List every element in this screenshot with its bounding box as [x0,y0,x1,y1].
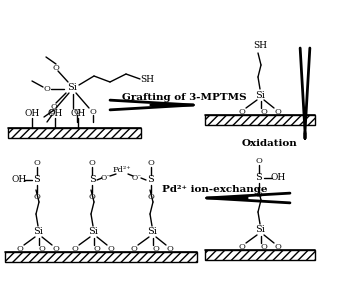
Text: O: O [108,245,115,253]
Text: O: O [153,245,159,253]
Text: O: O [52,64,59,72]
Text: OH: OH [47,109,63,117]
Text: O: O [256,191,262,199]
Text: O: O [261,243,268,251]
Text: S: S [147,176,154,184]
Text: O: O [167,245,174,253]
Text: O: O [16,245,23,253]
Text: Si: Si [67,83,77,93]
Text: Pd²⁺ ion-exchange: Pd²⁺ ion-exchange [162,186,268,194]
Text: O: O [50,103,57,111]
Text: O: O [239,243,246,251]
Text: O: O [274,243,282,251]
Text: O: O [44,85,50,93]
Text: O: O [274,108,282,116]
Text: O: O [38,245,45,253]
Text: OH: OH [24,109,40,117]
Text: O: O [256,157,262,165]
Bar [8,128,141,138]
Text: O: O [147,193,154,201]
Text: O: O [90,108,96,116]
Text: O: O [73,108,81,116]
Text: Si: Si [147,227,157,237]
Text: O: O [52,245,59,253]
Text: SH: SH [253,40,267,50]
Text: O: O [94,245,100,253]
Text: O: O [49,108,56,116]
Text: S: S [256,173,262,183]
Text: Grafting of 3-MPTMS: Grafting of 3-MPTMS [122,93,246,101]
Text: O: O [34,159,40,167]
Bar [205,115,315,125]
Text: O: O [239,108,246,116]
Text: O⁻: O⁻ [101,174,111,182]
Text: O: O [88,193,95,201]
Text: Pd²⁺: Pd²⁺ [113,166,131,174]
Bar [5,252,197,262]
Text: O: O [147,159,154,167]
Text: Oxidation: Oxidation [241,140,297,148]
Text: OH: OH [70,109,86,117]
Text: S: S [34,176,40,184]
Text: S: S [88,176,95,184]
Bar [205,250,315,260]
Text: O: O [88,159,95,167]
Text: O: O [72,245,79,253]
Text: Si: Si [255,225,265,235]
Text: O: O [261,108,268,116]
Text: O: O [34,193,40,201]
Text: SH: SH [140,75,154,83]
Text: OH: OH [11,176,27,184]
Text: Si: Si [88,227,98,237]
Text: Si: Si [255,91,265,99]
Text: OH: OH [270,173,286,183]
Text: Si: Si [33,227,43,237]
Text: O: O [131,245,138,253]
Text: O⁻: O⁻ [132,174,142,182]
